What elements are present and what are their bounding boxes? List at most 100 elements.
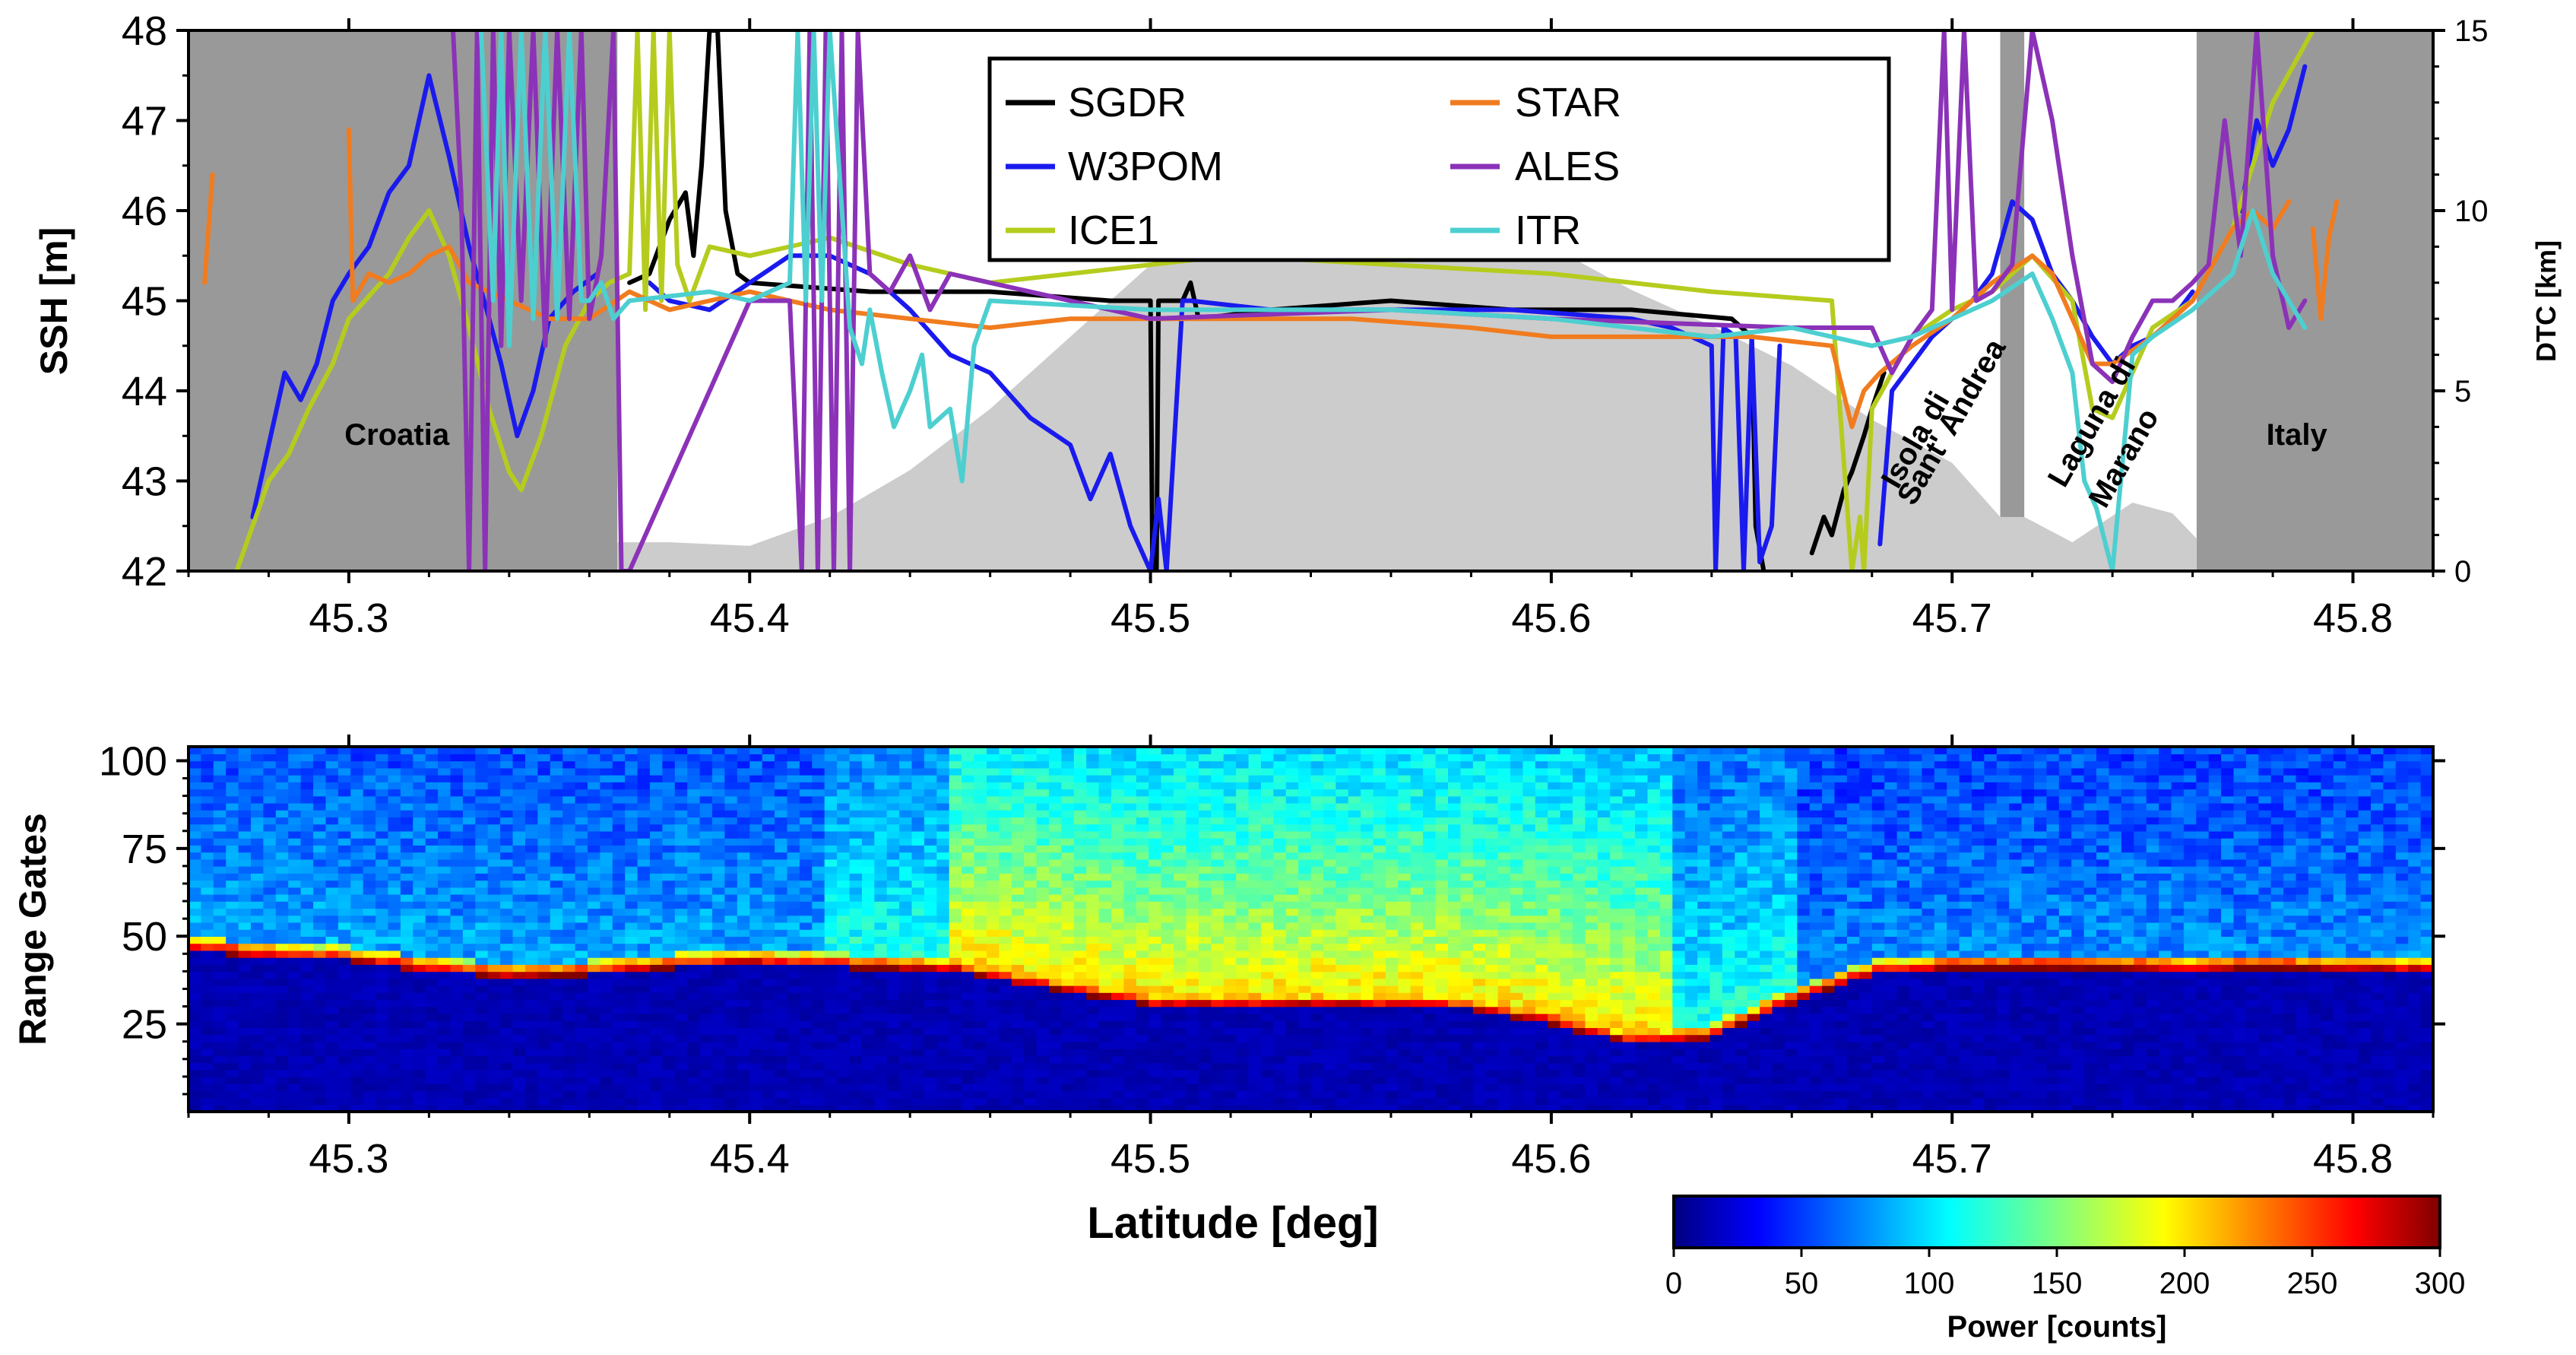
- heatmap-cell: [612, 957, 626, 965]
- heatmap-cell: [288, 1076, 302, 1084]
- heatmap-cell: [462, 1055, 477, 1064]
- heatmap-cell: [337, 893, 352, 902]
- heatmap-cell: [213, 767, 227, 776]
- heatmap-cell: [737, 943, 750, 951]
- heatmap-cell: [562, 1034, 576, 1042]
- heatmap-cell: [263, 915, 277, 923]
- heatmap-cell: [1285, 950, 1299, 958]
- heatmap-cell: [886, 971, 900, 979]
- heatmap-cell: [375, 887, 389, 895]
- heatmap-cell: [425, 795, 439, 804]
- heatmap-cell: [525, 999, 539, 1008]
- heatmap-cell: [1336, 747, 1349, 754]
- heatmap-cell: [350, 802, 364, 811]
- heatmap-cell: [1248, 1034, 1262, 1042]
- heatmap-cell: [475, 1084, 489, 1092]
- heatmap-cell: [363, 880, 376, 888]
- heatmap-cell: [699, 789, 713, 797]
- heatmap-cell: [1073, 760, 1087, 769]
- heatmap-cell: [475, 1062, 489, 1071]
- heatmap-cell: [1036, 964, 1050, 973]
- heatmap-cell: [1336, 985, 1349, 993]
- heatmap-cell: [238, 858, 252, 867]
- heatmap-cell: [1285, 943, 1299, 951]
- heatmap-cell: [1198, 865, 1212, 874]
- heatmap-cell: [1136, 1062, 1149, 1071]
- heatmap-cell: [588, 887, 601, 895]
- heatmap-cell: [1111, 810, 1125, 818]
- heatmap-cell: [874, 1069, 888, 1077]
- heatmap-cell: [562, 893, 576, 902]
- heatmap-cell: [375, 1006, 389, 1014]
- heatmap-cell: [886, 943, 900, 951]
- heatmap-cell: [413, 971, 426, 979]
- heatmap-cell: [201, 845, 214, 853]
- heatmap-cell: [1298, 1062, 1312, 1071]
- heatmap-cell: [300, 887, 314, 895]
- heatmap-cell: [226, 1076, 239, 1084]
- heatmap-cell: [251, 823, 265, 832]
- heatmap-cell: [1223, 985, 1237, 993]
- heatmap-cell: [213, 1027, 227, 1036]
- heatmap-cell: [1248, 782, 1262, 790]
- heatmap-cell: [1248, 845, 1262, 853]
- heatmap-cell: [924, 1104, 938, 1112]
- heatmap-cell: [438, 760, 452, 769]
- heatmap-cell: [1336, 1104, 1349, 1112]
- heatmap-cell: [213, 880, 227, 888]
- heatmap-cell: [251, 971, 265, 979]
- heatmap-cell: [438, 1097, 452, 1106]
- heatmap-cell: [812, 1013, 825, 1021]
- heatmap-cell: [936, 922, 950, 930]
- heatmap-cell: [812, 754, 825, 762]
- heatmap-cell: [1161, 845, 1174, 853]
- heatmap-cell: [949, 810, 962, 818]
- heatmap-cell: [189, 985, 202, 993]
- heatmap-cell: [949, 880, 962, 888]
- heatmap-cell: [637, 838, 651, 846]
- heatmap-cell: [251, 922, 265, 930]
- heatmap-cell: [201, 873, 214, 881]
- heatmap-cell: [650, 767, 664, 776]
- heatmap-cell: [987, 1090, 1000, 1099]
- heatmap-cell: [712, 1062, 726, 1071]
- heatmap-cell: [911, 1090, 925, 1099]
- heatmap-cell: [1236, 908, 1250, 916]
- heatmap-cell: [263, 760, 277, 769]
- heatmap-cell: [413, 1055, 426, 1064]
- heatmap-cell: [375, 747, 389, 754]
- heatmap-cell: [1211, 774, 1225, 782]
- heatmap-cell: [450, 915, 464, 923]
- heatmap-cell: [861, 1013, 876, 1021]
- heatmap-cell: [363, 845, 376, 853]
- heatmap-cell: [1161, 754, 1174, 762]
- heatmap-cell: [637, 971, 651, 979]
- heatmap-cell: [1236, 760, 1250, 769]
- heatmap-cell: [425, 1006, 439, 1014]
- heatmap-cell: [1086, 782, 1100, 790]
- heatmap-cell: [749, 943, 763, 951]
- heatmap-cell: [849, 978, 863, 986]
- heatmap-cell: [699, 999, 713, 1008]
- heatmap-cell: [924, 754, 938, 762]
- heatmap-cell: [375, 838, 389, 846]
- heatmap-cell: [189, 802, 202, 811]
- heatmap-cell: [363, 873, 376, 881]
- heatmap-cell: [962, 936, 975, 944]
- heatmap-cell: [1310, 858, 1324, 867]
- heatmap-cell: [300, 1020, 314, 1028]
- heatmap-cell: [650, 760, 664, 769]
- heatmap-cell: [1123, 1069, 1137, 1077]
- heatmap-cell: [1285, 1020, 1299, 1028]
- heatmap-cell: [1236, 823, 1250, 832]
- heatmap-cell: [363, 1013, 376, 1021]
- heatmap-cell: [550, 865, 563, 874]
- heatmap-cell: [388, 1062, 401, 1071]
- heatmap-cell: [687, 922, 701, 930]
- heatmap-cell: [999, 817, 1012, 825]
- heatmap-cell: [637, 999, 651, 1008]
- heatmap-cell: [600, 992, 613, 1001]
- heatmap-cell: [612, 782, 626, 790]
- heatmap-cell: [650, 873, 664, 881]
- heatmap-cell: [799, 992, 813, 1001]
